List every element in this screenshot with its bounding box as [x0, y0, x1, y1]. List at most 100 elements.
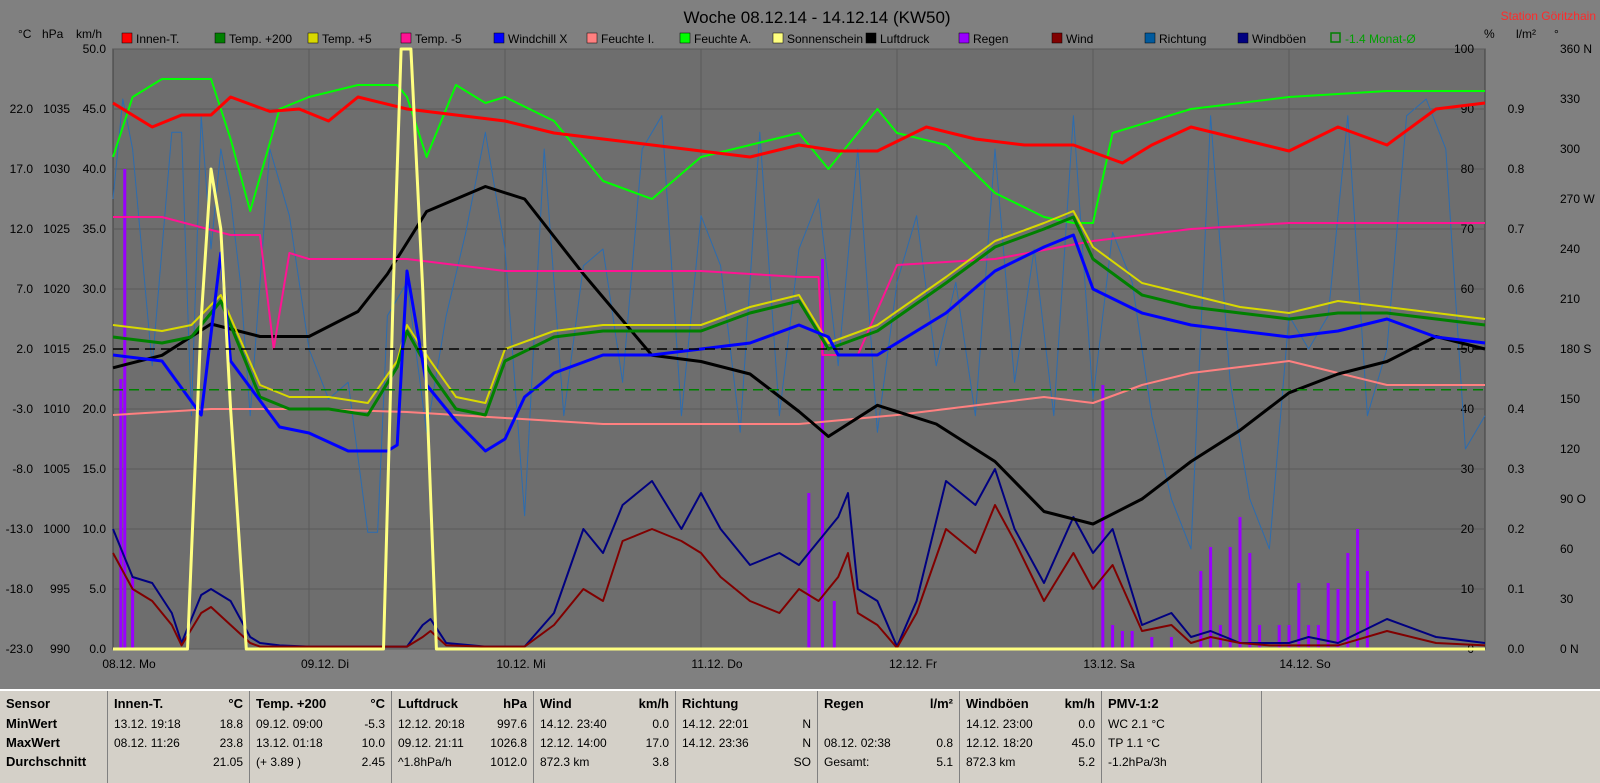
stats-row: 872.3 km 5.2	[966, 753, 1095, 771]
stats-cell: 21.05	[212, 755, 243, 769]
series-line-feuchte-a-	[112, 78, 1485, 224]
rain-bar	[821, 259, 825, 649]
stats-column: Wind km/h 14.12. 23:40 0.0 12.12. 14:00 17.0 8…	[534, 691, 676, 783]
stats-column-unit: km/h	[638, 696, 669, 711]
wind-tick-label: 20.0	[83, 402, 107, 416]
rain-bar	[1120, 631, 1124, 649]
legend-label: Innen-T.	[136, 32, 179, 46]
rain-bar	[1130, 631, 1134, 649]
stats-cell: 08.12. 11:26	[114, 736, 180, 750]
stats-cell: 13.12. 01:18	[256, 736, 323, 750]
stats-cell: 13.12. 19:18	[114, 717, 181, 731]
stats-cell: WC 2.1 °C	[1108, 717, 1165, 731]
rain-bar	[119, 379, 123, 649]
wind-tick-label: 0.0	[89, 642, 106, 656]
rain-bar	[1228, 547, 1232, 649]
data-series	[112, 47, 1486, 651]
statistics-table: Sensor MinWert MaxWert Durchschnitt Innen-T.…	[0, 689, 1600, 783]
pressure-tick-label: 1035	[43, 102, 70, 116]
legend-swatch	[586, 32, 598, 44]
rain-tick-label: 0.8	[1508, 162, 1525, 176]
weekly-weather-chart: Woche 08.12.14 - 14.12.14 (KW50) Station…	[0, 0, 1600, 690]
stats-row: 12.12. 14:00 17.0	[540, 734, 669, 752]
stats-column-header: Windböen km/h	[966, 695, 1095, 713]
stats-row: 14.12. 23:36 N	[682, 734, 811, 752]
stats-cell: 1026.8	[490, 736, 527, 750]
rain-bar	[832, 601, 836, 649]
series-line-temp-200	[112, 215, 1486, 417]
pressure-tick-label: 1015	[43, 342, 70, 356]
stats-cell: 0.8	[936, 736, 953, 750]
rain-tick-label: 0.3	[1508, 462, 1525, 476]
stats-cell: TP 1.1 °C	[1108, 736, 1160, 750]
stats-cell: 5.2	[1078, 755, 1095, 769]
rain-tick-label: 0.4	[1508, 402, 1525, 416]
direction-tick-label: 270 W	[1560, 192, 1595, 206]
stats-cell: SO	[793, 755, 811, 769]
stats-column-title: PMV-1:2	[1108, 696, 1159, 711]
stats-cell: 14.12. 23:00	[966, 717, 1033, 731]
stats-cell: -1.2hPa/3h	[1108, 755, 1167, 769]
stats-cell: 14.12. 23:36	[682, 736, 749, 750]
x-tick-label: 12.12. Fr	[889, 657, 937, 671]
temp-unit-label: °C	[18, 27, 32, 41]
pressure-tick-label: 1000	[43, 522, 70, 536]
rain-bar	[1169, 637, 1173, 649]
rain-bar	[1277, 625, 1281, 649]
legend-swatch	[1144, 32, 1156, 44]
legend-swatch	[679, 32, 691, 44]
series-line-richtung	[112, 98, 1486, 550]
series-line-sonnenschein	[113, 47, 1485, 651]
wind-tick-label: 15.0	[83, 462, 107, 476]
legend-label: Feuchte I.	[601, 32, 654, 46]
stats-cell: N	[802, 717, 811, 731]
stats-row: 09.12. 21:11 1026.8	[398, 734, 527, 752]
x-tick-label: 13.12. Sa	[1083, 657, 1135, 671]
rain-bar	[1101, 385, 1105, 649]
temp-tick-label: 17.0	[10, 162, 34, 176]
stats-column-header: PMV-1:2	[1108, 695, 1255, 713]
stats-column: Temp. +200 °C 09.12. 09:00 -5.3 13.12. 01:18…	[250, 691, 392, 783]
rain-tick-label: 0.5	[1508, 342, 1525, 356]
series-line-windchill-x	[112, 233, 1486, 453]
legend-swatch	[121, 32, 133, 44]
pressure-unit-label: hPa	[42, 27, 64, 41]
rain-bar	[1297, 583, 1301, 649]
direction-tick-label: 240	[1560, 242, 1580, 256]
series-line-windb-en	[112, 468, 1486, 648]
direction-tick-label: 60	[1560, 542, 1574, 556]
stats-cell: 2.45	[361, 755, 385, 769]
stats-column: Windböen km/h 14.12. 23:00 0.0 12.12. 18:20 4…	[960, 691, 1102, 783]
stats-column-title: Sensor	[6, 696, 51, 711]
axis-tick-labels: 22.0 17.0 12.0 7.0 2.0 -3.0 -8.0 -13.0 -18.0 -23.…	[6, 42, 1596, 671]
stats-column-header: Innen-T. °C	[114, 695, 243, 713]
direction-tick-label: 300	[1560, 142, 1580, 156]
legend-label: Temp. +200	[229, 32, 292, 46]
stats-cell: 45.0	[1071, 736, 1095, 750]
stats-column: Richtung 14.12. 22:01 N 14.12. 23:36 N SO	[676, 691, 818, 783]
temp-tick-label: 12.0	[10, 222, 34, 236]
rain-bar	[131, 577, 135, 649]
stats-cell: 997.6	[496, 717, 527, 731]
temp-tick-label: -8.0	[12, 462, 33, 476]
pressure-tick-label: 1025	[43, 222, 70, 236]
stats-column-unit: l/m²	[929, 696, 953, 711]
temp-tick-label: 2.0	[16, 342, 33, 356]
wind-tick-label: 25.0	[83, 342, 107, 356]
rain-bar	[123, 169, 127, 649]
stats-column-header: Richtung	[682, 695, 811, 713]
stats-cell: 23.8	[219, 736, 243, 750]
temp-tick-label: -18.0	[6, 582, 34, 596]
direction-tick-label: 150	[1560, 392, 1580, 406]
x-tick-label: 08.12. Mo	[102, 657, 156, 671]
stats-column-title: Richtung	[682, 696, 739, 711]
rain-tick-label: 0.2	[1508, 522, 1525, 536]
x-tick-label: 14.12. So	[1279, 657, 1331, 671]
direction-unit-label: °	[1554, 27, 1559, 41]
direction-tick-label: 120	[1560, 442, 1580, 456]
stats-cell: 14.12. 22:01	[682, 717, 749, 731]
legend-label: Temp. -5	[415, 32, 462, 46]
stats-row: MaxWert	[6, 734, 101, 752]
direction-tick-label: 0 N	[1560, 642, 1579, 656]
stats-column-title: Innen-T.	[114, 696, 164, 711]
